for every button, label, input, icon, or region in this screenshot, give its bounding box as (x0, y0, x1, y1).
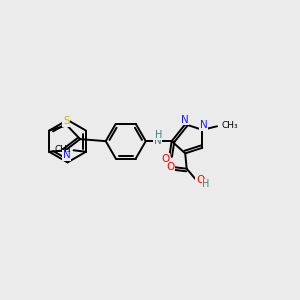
Text: N: N (63, 150, 70, 160)
Text: H: H (155, 130, 162, 140)
Text: O: O (166, 162, 174, 172)
Text: N: N (181, 115, 188, 125)
Text: H: H (202, 179, 209, 189)
Text: CH₃: CH₃ (221, 121, 238, 130)
Text: CH₃: CH₃ (55, 145, 71, 154)
Text: O: O (196, 176, 204, 185)
Text: S: S (63, 116, 70, 126)
Text: N: N (154, 136, 162, 146)
Text: O: O (161, 154, 169, 164)
Text: N: N (200, 120, 208, 130)
